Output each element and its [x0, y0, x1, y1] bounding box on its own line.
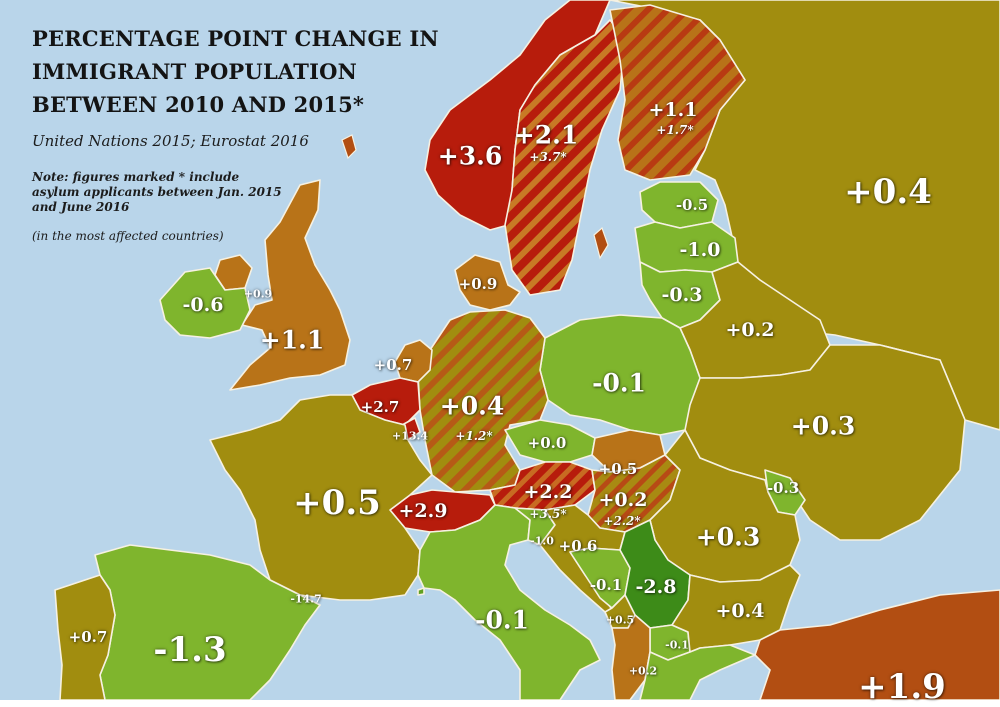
label-belgium: +2.7: [360, 398, 400, 416]
label-austria: +2.2: [523, 481, 573, 503]
label-italy: -0.1: [475, 605, 529, 635]
label-estonia: -0.5: [675, 196, 709, 214]
map-title: PERCENTAGE POINT CHANGE IN IMMIGRANT POP…: [32, 26, 439, 117]
label-norway: +3.6: [437, 141, 503, 171]
label-russia: +0.4: [844, 172, 932, 212]
label-north-macedonia: -0.1: [665, 638, 689, 652]
label-netherlands: +0.7: [373, 356, 413, 374]
country-denmark: [454, 254, 521, 311]
label-ireland: -0.6: [182, 294, 224, 316]
label-switzerland: +2.9: [398, 500, 448, 522]
label-finland-asylum: +1.7*: [656, 123, 694, 137]
label-northern-ireland: +0.9: [243, 287, 273, 301]
map-source: United Nations 2015; Eurostat 2016: [32, 132, 309, 150]
label-czech: +0.0: [527, 434, 567, 452]
country-greece: [639, 644, 756, 700]
map-note: Note: figures marked * include asylum ap…: [32, 170, 282, 214]
label-latvia: -1.0: [679, 239, 721, 261]
label-bulgaria: +0.4: [715, 600, 765, 622]
label-portugal: +0.7: [68, 628, 108, 646]
iceland-fragment: [341, 134, 357, 160]
label-sweden: +2.1: [513, 120, 579, 150]
label-moldova: -0.3: [766, 479, 800, 497]
gotland-island: [593, 226, 609, 260]
label-albania: +0.2: [628, 664, 658, 678]
label-sweden-asylum: +3.7*: [529, 150, 567, 164]
label-spain: -1.3: [153, 630, 227, 670]
label-denmark: +0.9: [458, 275, 498, 293]
country-italy: [417, 504, 601, 700]
label-montenegro: +0.5: [605, 613, 635, 627]
label-france: +0.5: [293, 483, 381, 523]
label-serbia: -2.8: [635, 576, 677, 598]
label-romania: +0.3: [695, 522, 761, 552]
label-bosnia: -0.1: [589, 576, 623, 594]
label-poland: -0.1: [592, 368, 646, 398]
label-luxembourg: +13.4: [391, 429, 429, 443]
country-poland: [539, 314, 701, 436]
label-germany-asylum: +1.2*: [455, 429, 493, 443]
label-hungary-asylum: +2.2*: [603, 514, 641, 528]
label-austria-asylum: +3.5*: [529, 507, 567, 521]
label-lithuania: -0.3: [661, 284, 703, 306]
country-finland: [609, 4, 746, 181]
label-monaco: -14.7: [290, 592, 322, 606]
label-belarus: +0.2: [725, 319, 775, 341]
country-monaco: [417, 587, 425, 596]
label-finland: +1.1: [648, 99, 698, 121]
country-portugal: [54, 574, 116, 700]
label-hungary: +0.2: [598, 489, 648, 511]
label-ukraine: +0.3: [790, 411, 856, 441]
label-turkey: +1.9: [858, 667, 946, 707]
label-croatia: +0.6: [558, 537, 598, 555]
country-turkey: [754, 589, 1000, 700]
label-slovenia: -1.0: [530, 534, 554, 548]
country-germany: [417, 309, 549, 493]
label-slovakia: +0.5: [598, 460, 638, 478]
country-france: [209, 394, 433, 601]
country-ireland: [159, 267, 251, 339]
map-note-subtext: (in the most affected countries): [32, 229, 224, 243]
label-uk: +1.1: [259, 325, 325, 355]
country-sweden: [504, 19, 626, 296]
label-germany: +0.4: [439, 391, 505, 421]
